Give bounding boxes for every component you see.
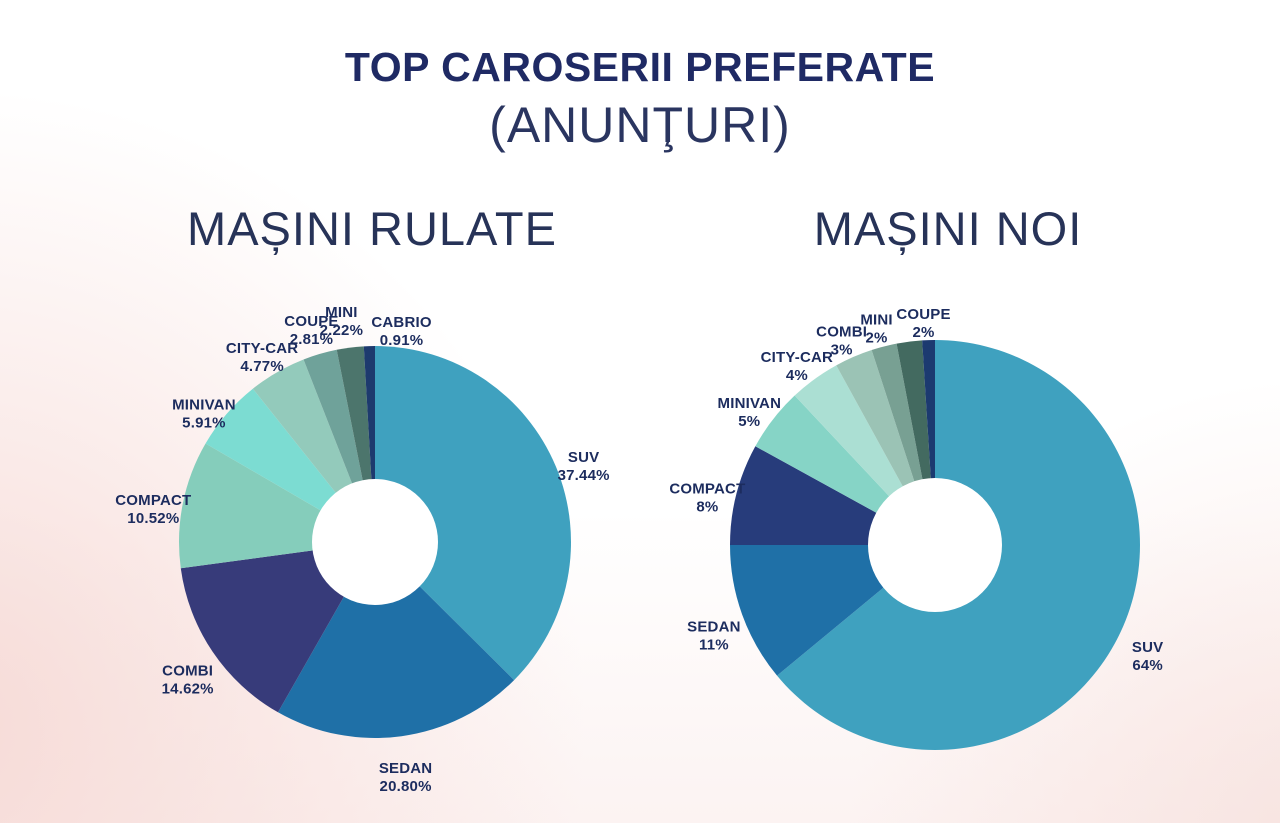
donut-hole bbox=[312, 479, 438, 605]
slice-label-mini: MINI 2% bbox=[860, 311, 892, 346]
donut-chart-masini-noi: SUV 64% SEDAN 11% COMPACT 8% MINIVAN 5% CITY-CAR… bbox=[669, 306, 1163, 750]
slice-label-mini: MINI 2.22% bbox=[320, 304, 364, 339]
slice-label-suv: SUV 37.44% bbox=[558, 449, 610, 484]
slice-label-suv: SUV 64% bbox=[1132, 639, 1163, 674]
page-title: TOP CAROSERII PREFERATE bbox=[344, 44, 936, 90]
slice-label-cabrio: CABRIO 0.91% bbox=[371, 314, 431, 349]
page-subtitle: (ANUNŢURI) bbox=[489, 97, 791, 153]
pie-slice-sedan bbox=[278, 542, 515, 738]
slice-label-compact: COMPACT 10.52% bbox=[115, 492, 191, 527]
slice-label-minivan: MINIVAN 5.91% bbox=[172, 396, 236, 431]
chart-title-masini-noi: MAȘINI NOI bbox=[813, 202, 1083, 255]
slice-label-combi: COMBI 3% bbox=[816, 323, 867, 358]
chart-title-masini-rulate: MAȘINI RULATE bbox=[187, 202, 557, 255]
slice-label-minivan: MINIVAN 5% bbox=[718, 395, 782, 430]
slice-label-city-car: CITY-CAR 4% bbox=[761, 349, 833, 384]
slice-label-city-car: CITY-CAR 4.77% bbox=[226, 340, 298, 375]
pie-slice-combi bbox=[180, 542, 375, 713]
slice-label-sedan: SEDAN 20.80% bbox=[379, 760, 433, 795]
slice-label-combi: COMBI 14.62% bbox=[162, 662, 214, 697]
slice-label-coupe: COUPE 2.81% bbox=[284, 313, 338, 348]
slice-label-coupe: COUPE 2% bbox=[896, 306, 950, 341]
pie-slice-suv bbox=[375, 346, 571, 681]
slice-label-compact: COMPACT 8% bbox=[669, 481, 745, 516]
donut-chart-masini-rulate: SUV 37.44% SEDAN 20.80% COMBI 14.62% COMPACT 10… bbox=[115, 304, 609, 795]
slice-label-sedan: SEDAN 11% bbox=[687, 619, 741, 654]
donut-hole bbox=[868, 478, 1002, 612]
